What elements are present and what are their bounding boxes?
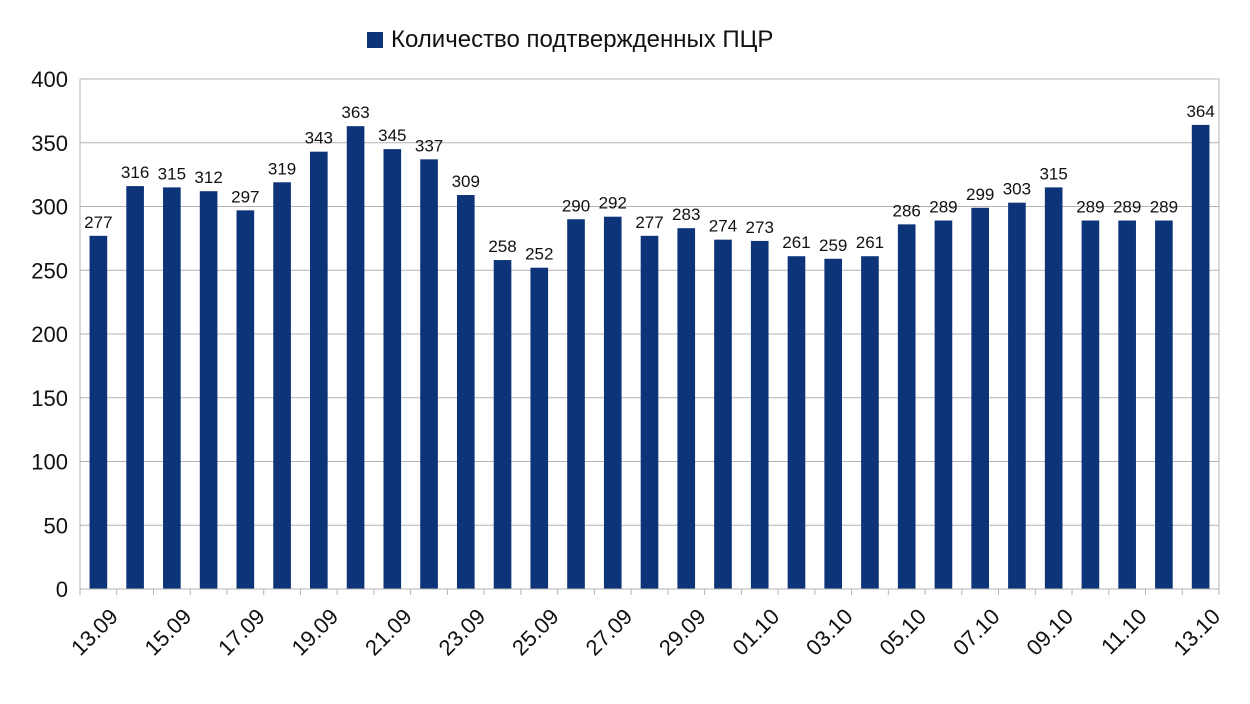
y-tick-label: 200 bbox=[31, 322, 68, 347]
data-label: 345 bbox=[378, 126, 406, 145]
bar bbox=[897, 224, 916, 589]
data-label: 316 bbox=[121, 163, 149, 182]
data-label: 289 bbox=[1113, 198, 1141, 217]
data-label: 283 bbox=[672, 205, 700, 224]
legend-swatch bbox=[367, 32, 383, 48]
bar bbox=[567, 219, 585, 589]
bar bbox=[640, 235, 659, 589]
x-tick-label: 27.09 bbox=[581, 604, 638, 661]
data-label: 309 bbox=[452, 172, 480, 191]
bar bbox=[1155, 220, 1173, 589]
legend-label: Количество подтвержденных ПЦР bbox=[391, 26, 774, 53]
bar bbox=[1191, 124, 1210, 590]
data-label: 364 bbox=[1186, 102, 1214, 121]
data-label: 259 bbox=[819, 236, 847, 255]
bar bbox=[456, 195, 475, 589]
data-label: 315 bbox=[1039, 164, 1067, 183]
bar bbox=[163, 187, 181, 589]
bar bbox=[677, 228, 696, 590]
data-label: 277 bbox=[84, 213, 112, 232]
data-label: 261 bbox=[782, 233, 810, 252]
bar bbox=[1118, 220, 1136, 589]
data-label: 315 bbox=[158, 164, 186, 183]
bar bbox=[310, 151, 328, 590]
bar bbox=[420, 159, 438, 589]
bar bbox=[603, 216, 622, 589]
bar bbox=[273, 182, 291, 589]
y-tick-label: 150 bbox=[31, 386, 68, 411]
bar bbox=[750, 240, 769, 590]
x-tick-label: 19.09 bbox=[287, 604, 344, 661]
bar bbox=[934, 220, 953, 589]
data-label: 312 bbox=[194, 168, 222, 187]
data-label: 290 bbox=[562, 196, 590, 215]
bar bbox=[530, 267, 549, 589]
data-label: 252 bbox=[525, 245, 553, 264]
x-tick-label: 07.10 bbox=[948, 604, 1005, 661]
bar bbox=[971, 207, 989, 589]
bar bbox=[493, 260, 512, 589]
data-label: 258 bbox=[488, 237, 516, 256]
x-tick-label: 13.09 bbox=[66, 604, 123, 661]
data-label: 274 bbox=[709, 217, 737, 236]
bar bbox=[89, 235, 108, 589]
bar bbox=[1008, 202, 1026, 590]
bar bbox=[346, 126, 365, 590]
data-label: 337 bbox=[415, 136, 443, 155]
data-label: 286 bbox=[893, 201, 921, 220]
x-tick-label: 13.10 bbox=[1168, 604, 1225, 661]
y-tick-label: 350 bbox=[31, 131, 68, 156]
data-label: 289 bbox=[1150, 198, 1178, 217]
x-tick-label: 25.09 bbox=[507, 604, 564, 661]
y-tick-label: 300 bbox=[31, 195, 68, 220]
x-tick-label: 09.10 bbox=[1021, 604, 1078, 661]
bar bbox=[824, 258, 843, 589]
bar bbox=[383, 149, 402, 589]
bar bbox=[861, 256, 879, 589]
bar bbox=[1081, 220, 1100, 589]
x-tick-label: 21.09 bbox=[360, 604, 417, 661]
bar bbox=[199, 191, 218, 589]
data-label: 261 bbox=[856, 233, 884, 252]
x-tick-label: 01.10 bbox=[728, 604, 785, 661]
data-label: 292 bbox=[599, 194, 627, 213]
data-label: 273 bbox=[746, 218, 774, 237]
data-label: 289 bbox=[929, 198, 957, 217]
data-label: 343 bbox=[305, 129, 333, 148]
data-label: 289 bbox=[1076, 198, 1104, 217]
x-tick-label: 29.09 bbox=[654, 604, 711, 661]
x-tick-label: 23.09 bbox=[434, 604, 491, 661]
data-label: 277 bbox=[635, 213, 663, 232]
y-tick-label: 100 bbox=[31, 450, 68, 475]
x-tick-label: 05.10 bbox=[875, 604, 932, 661]
data-label: 319 bbox=[268, 159, 296, 178]
x-tick-label: 11.10 bbox=[1096, 604, 1151, 659]
y-tick-label: 50 bbox=[44, 513, 68, 538]
bar bbox=[787, 256, 806, 589]
y-tick-label: 0 bbox=[56, 577, 68, 602]
data-label: 363 bbox=[341, 103, 369, 122]
bar bbox=[126, 186, 144, 589]
bar bbox=[714, 239, 732, 589]
x-tick-label: 17.09 bbox=[213, 604, 270, 661]
x-tick-label: 03.10 bbox=[801, 604, 858, 661]
x-tick-label: 15.09 bbox=[140, 604, 197, 661]
bar bbox=[236, 210, 255, 589]
data-label: 303 bbox=[1003, 180, 1031, 199]
legend: Количество подтвержденных ПЦР bbox=[367, 26, 773, 54]
y-tick-label: 250 bbox=[31, 258, 68, 283]
data-label: 299 bbox=[966, 185, 994, 204]
y-tick-label: 400 bbox=[31, 67, 68, 92]
data-label: 297 bbox=[231, 187, 259, 206]
bar bbox=[1044, 187, 1063, 589]
